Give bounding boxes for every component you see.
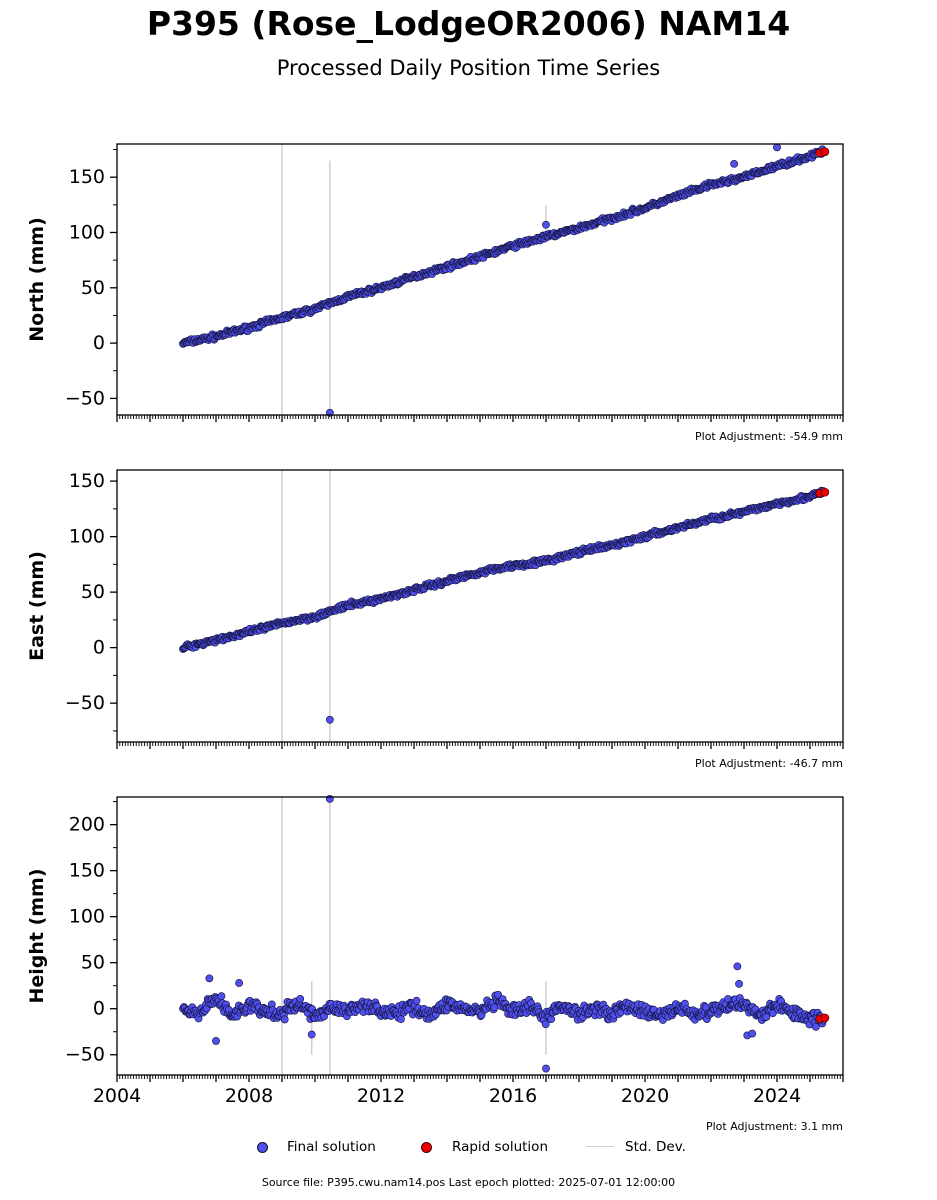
legend-final-label: Final solution [287, 1139, 376, 1155]
final-solution-outlier [212, 1037, 220, 1045]
final-solution-outlier [735, 979, 743, 988]
final-solution-outlier [205, 974, 214, 983]
legend-rapid-marker [421, 1142, 432, 1153]
legend-std-label: Std. Dev. [625, 1139, 686, 1155]
y-tick-label: 150 [69, 860, 105, 882]
x-tick-label: 2012 [357, 1085, 405, 1107]
plot-adjustment-note: Plot Adjustment: -54.9 mm [695, 430, 843, 443]
final-solution-point [412, 996, 421, 1005]
panel-margin-right [843, 430, 937, 782]
y-tick-label: −50 [65, 387, 105, 409]
chart-title: P395 (Rose_LodgeOR2006) NAM14 [146, 4, 791, 43]
panel-margin-right [843, 757, 937, 1115]
y-tick-label: 150 [69, 470, 105, 492]
plot-frame [116, 796, 844, 1076]
panel-east: −50 0 50 100 150 East (mm) Plot Adjustment: -4… [0, 430, 937, 782]
plot-adjustment-note: Plot Adjustment: 3.1 mm [706, 1120, 843, 1133]
final-solution-outlier [325, 715, 334, 724]
y-tick-label: 50 [81, 581, 105, 603]
final-solution-point [811, 1022, 820, 1031]
y-tick-label: 200 [69, 814, 105, 836]
x-tick-label: 2016 [489, 1085, 537, 1107]
final-solution-outlier [325, 794, 334, 803]
rapid-solution-point [820, 1013, 830, 1023]
final-solution-point [280, 1015, 289, 1024]
y-tick-label: −50 [65, 1044, 105, 1066]
legend-final-marker [257, 1142, 268, 1153]
plot-adjustment-note: Plot Adjustment: -46.7 mm [695, 757, 843, 770]
y-tick-label: 50 [81, 952, 105, 974]
final-solution-outlier [730, 160, 738, 168]
final-solution-point [762, 1013, 771, 1021]
y-axis-label: Height (mm) [26, 868, 48, 1003]
x-tick-label: 2008 [225, 1085, 273, 1107]
final-solution-outlier [733, 962, 742, 971]
x-tick-label: 2024 [753, 1085, 801, 1107]
final-solution-point [296, 994, 305, 1003]
final-solution-outlier [773, 143, 781, 152]
y-tick-label: −50 [65, 692, 105, 714]
final-solution-point [217, 992, 226, 1001]
y-tick-label: 150 [69, 166, 105, 188]
y-tick-label: 0 [93, 332, 105, 354]
y-tick-label: 100 [69, 526, 105, 548]
y-axis-label: East (mm) [26, 551, 48, 661]
final-solution-point [547, 1015, 556, 1023]
panel-margin-right [843, 104, 937, 455]
y-tick-label: 0 [93, 998, 105, 1020]
y-tick-label: 100 [69, 221, 105, 243]
x-tick-label: 2004 [93, 1085, 141, 1107]
panel-margin-left [0, 757, 117, 1115]
source-footer: Source file: P395.cwu.nam14.pos Last epo… [261, 1176, 676, 1189]
panel-height: −50 0 50 100 150 200 2004 2008 2012 2016 2020 2024 H… [0, 757, 937, 1133]
y-tick-label: 50 [81, 277, 105, 299]
y-tick-label: 100 [69, 906, 105, 928]
final-solution-outlier [542, 220, 550, 229]
final-solution-outlier [748, 1029, 757, 1038]
rapid-solution-point [820, 147, 830, 157]
legend-std-line [586, 1146, 614, 1147]
y-tick-label: 0 [93, 637, 105, 659]
rapid-solution-point [820, 487, 830, 497]
x-tick-label: 2020 [621, 1085, 669, 1107]
legend-rapid-label: Rapid solution [452, 1139, 548, 1155]
panel-margin-left [0, 430, 117, 782]
panel-north: −50 0 50 100 150 North (mm) Plot Adjustment: -… [0, 104, 937, 455]
chart-subtitle: Processed Daily Position Time Series [276, 56, 661, 80]
y-axis-label: North (mm) [26, 217, 48, 342]
panel-margin-left [0, 104, 117, 455]
final-solution-point [397, 1015, 405, 1024]
final-solution-point [541, 1020, 550, 1029]
final-solution-outlier [235, 979, 243, 987]
final-solution-outlier [542, 1064, 550, 1073]
final-solution-outlier [307, 1030, 316, 1039]
legend: Final solution Rapid solution Std. Dev. [0, 1138, 937, 1158]
